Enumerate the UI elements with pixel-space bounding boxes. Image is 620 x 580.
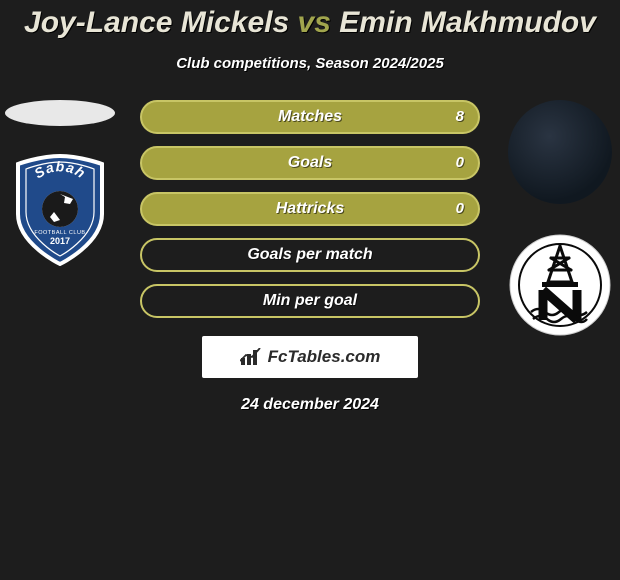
title-player1: Joy-Lance Mickels	[24, 6, 289, 39]
title-vs: vs	[298, 6, 331, 39]
stat-label: Matches	[278, 108, 342, 126]
stat-label: Min per goal	[263, 292, 357, 310]
stat-value-right: 0	[456, 194, 464, 224]
page-title: Joy-Lance Mickels vs Emin Makhmudov	[0, 0, 620, 43]
stat-row: Hattricks 0	[140, 192, 480, 226]
player1-photo-placeholder	[5, 100, 115, 126]
bar-chart-icon	[240, 348, 262, 366]
left-column: Sabah 2017 FOOTBALL CLUB	[0, 82, 120, 266]
stat-row: Matches 8	[140, 100, 480, 134]
stat-label: Goals per match	[247, 246, 372, 264]
stat-value-right: 8	[456, 102, 464, 132]
player2-photo-placeholder	[508, 100, 612, 204]
content-area: Sabah 2017 FOOTBALL CLUB	[0, 82, 620, 318]
stat-label: Hattricks	[276, 200, 344, 218]
stat-value-right: 0	[456, 148, 464, 178]
date-text: 24 december 2024	[0, 378, 620, 414]
watermark: FcTables.com	[202, 336, 418, 378]
stat-row: Min per goal	[140, 284, 480, 318]
title-player2: Emin Makhmudov	[339, 6, 596, 39]
stat-label: Goals	[288, 154, 332, 172]
stat-row: Goals per match	[140, 238, 480, 272]
subtitle: Club competitions, Season 2024/2025	[0, 43, 620, 82]
player2-club-badge	[509, 234, 611, 336]
player1-club-badge: Sabah 2017 FOOTBALL CLUB	[10, 154, 110, 266]
stat-row: Goals 0	[140, 146, 480, 180]
right-column	[500, 82, 620, 336]
svg-text:FOOTBALL CLUB: FOOTBALL CLUB	[34, 230, 85, 236]
left-club-year: 2017	[50, 236, 70, 246]
watermark-text: FcTables.com	[268, 347, 381, 367]
